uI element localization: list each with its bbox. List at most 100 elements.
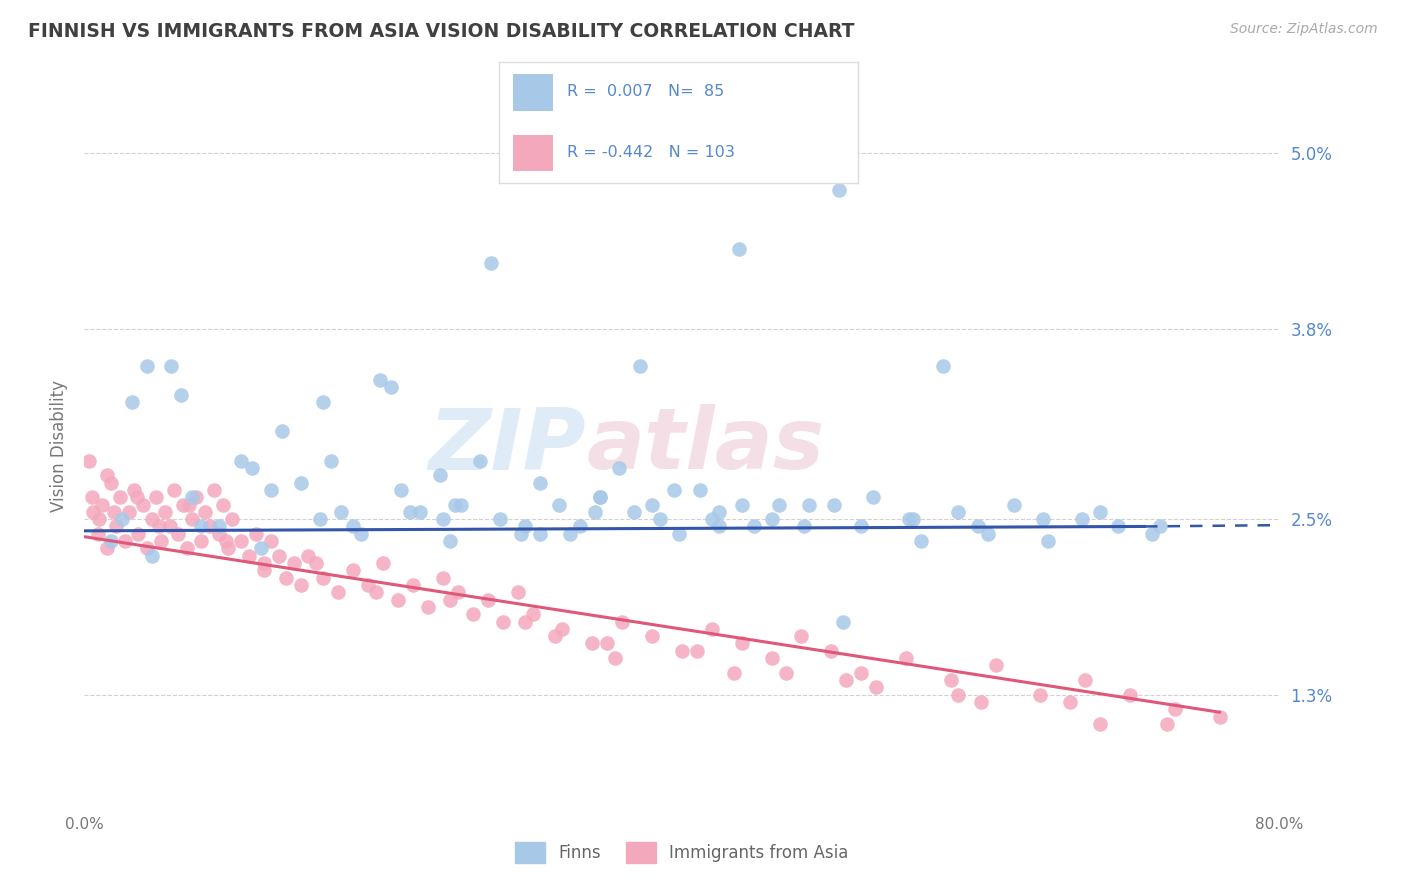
Point xyxy=(797,498,820,512)
Point xyxy=(461,607,484,622)
Point xyxy=(970,695,993,709)
Point xyxy=(82,505,104,519)
Point xyxy=(727,242,749,256)
Point xyxy=(1074,673,1097,687)
Point xyxy=(862,490,884,504)
Point xyxy=(479,256,502,270)
Point xyxy=(283,556,305,570)
Point xyxy=(77,453,100,467)
Point xyxy=(80,490,103,504)
Point xyxy=(768,498,790,512)
Point xyxy=(1032,512,1054,526)
Point xyxy=(89,512,111,526)
Point xyxy=(966,519,988,533)
Point xyxy=(723,665,745,680)
Point xyxy=(488,512,510,526)
Point xyxy=(163,483,186,497)
Point xyxy=(506,585,529,599)
Point xyxy=(141,512,163,526)
Point xyxy=(231,534,253,549)
Point xyxy=(221,512,243,526)
Point xyxy=(249,541,271,556)
Point xyxy=(790,629,813,643)
Point xyxy=(194,505,217,519)
Point xyxy=(245,526,267,541)
Point xyxy=(641,498,664,512)
Point xyxy=(450,498,472,512)
Point xyxy=(513,519,536,533)
Point xyxy=(820,644,842,658)
Point xyxy=(231,453,253,467)
Point xyxy=(122,483,145,497)
Point xyxy=(290,475,312,490)
Point xyxy=(1090,717,1112,731)
Point xyxy=(103,505,125,519)
Point xyxy=(551,622,574,636)
Point xyxy=(823,498,845,512)
Point xyxy=(447,585,470,599)
Point xyxy=(364,585,387,599)
Text: R = -0.442   N = 103: R = -0.442 N = 103 xyxy=(567,145,735,160)
Legend: Finns, Immigrants from Asia: Finns, Immigrants from Asia xyxy=(509,836,855,869)
Point xyxy=(439,592,461,607)
FancyBboxPatch shape xyxy=(513,135,553,171)
Point xyxy=(522,607,544,622)
Point xyxy=(1142,526,1164,541)
Point xyxy=(330,505,353,519)
Point xyxy=(596,636,619,650)
Text: atlas: atlas xyxy=(586,404,824,488)
Point xyxy=(1107,519,1129,533)
Point xyxy=(1209,709,1232,723)
Text: R =  0.007   N=  85: R = 0.007 N= 85 xyxy=(567,85,724,99)
Point xyxy=(240,461,263,475)
Point xyxy=(581,636,603,650)
Point xyxy=(253,556,276,570)
Point xyxy=(731,636,754,650)
Point xyxy=(267,549,290,563)
Point xyxy=(91,498,114,512)
Point xyxy=(898,512,921,526)
Point xyxy=(118,505,141,519)
Point xyxy=(160,359,183,373)
Point xyxy=(167,526,190,541)
Point xyxy=(1036,534,1059,549)
Point xyxy=(416,599,439,614)
Point xyxy=(664,483,686,497)
Point xyxy=(851,519,873,533)
Point xyxy=(700,622,723,636)
Point xyxy=(700,512,723,526)
Point xyxy=(380,380,402,394)
Point xyxy=(828,183,851,197)
Point xyxy=(513,615,536,629)
Point xyxy=(260,483,283,497)
Point xyxy=(149,534,172,549)
Point xyxy=(932,359,955,373)
Point xyxy=(312,571,335,585)
Point xyxy=(648,512,671,526)
Point xyxy=(127,526,149,541)
Point xyxy=(208,526,231,541)
Point xyxy=(628,359,651,373)
Point xyxy=(181,512,204,526)
Text: FINNISH VS IMMIGRANTS FROM ASIA VISION DISABILITY CORRELATION CHART: FINNISH VS IMMIGRANTS FROM ASIA VISION D… xyxy=(28,22,855,41)
Point xyxy=(172,498,194,512)
Point xyxy=(583,505,606,519)
Point xyxy=(641,629,664,643)
Point xyxy=(202,483,225,497)
Point xyxy=(903,512,925,526)
Point xyxy=(894,651,917,665)
Point xyxy=(217,541,239,556)
Point xyxy=(977,526,1000,541)
Point xyxy=(145,490,167,504)
Point xyxy=(114,534,136,549)
Point xyxy=(529,526,551,541)
Point xyxy=(212,498,235,512)
Point xyxy=(111,512,134,526)
Point xyxy=(835,673,858,687)
Point xyxy=(612,615,634,629)
Y-axis label: Vision Disability: Vision Disability xyxy=(51,380,69,512)
Point xyxy=(198,519,221,533)
Point xyxy=(709,519,731,533)
Point xyxy=(297,549,319,563)
Point xyxy=(238,549,260,563)
